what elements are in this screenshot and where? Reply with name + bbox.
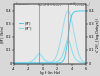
|M''|	[85, 62, 87, 63]
Text: $s^2(f_{log,Debye,\infty})$: $s^2(f_{log,Debye,\infty})$	[69, 1, 91, 8]
X-axis label: lg f (in Hz): lg f (in Hz)	[40, 71, 60, 75]
Text: $f_{conduction}$: $f_{conduction}$	[15, 1, 29, 8]
|M'|	[85, 10, 87, 11]
|M'|	[76, 11, 77, 12]
|M'|	[84, 10, 85, 11]
Line: |M'|: |M'|	[14, 11, 86, 63]
Legend: |M'|, |M''|: |M'|, |M''|	[19, 21, 32, 31]
Line: |M''|: |M''|	[14, 40, 86, 63]
|M''|	[41, 55, 42, 56]
Text: $f_{Debye}(s)=f_{Debye}$: $f_{Debye}(s)=f_{Debye}$	[37, 1, 63, 8]
|M''|	[44, 59, 45, 60]
|M''|	[22, 62, 23, 63]
|M''|	[26, 62, 27, 63]
Y-axis label: |M'| (S/m): |M'| (S/m)	[1, 26, 5, 43]
|M''|	[84, 62, 85, 63]
|M''|	[67, 39, 69, 40]
|M''|	[76, 60, 78, 61]
Y-axis label: s^2(f_{log,Debye}): s^2(f_{log,Debye})	[95, 17, 99, 52]
